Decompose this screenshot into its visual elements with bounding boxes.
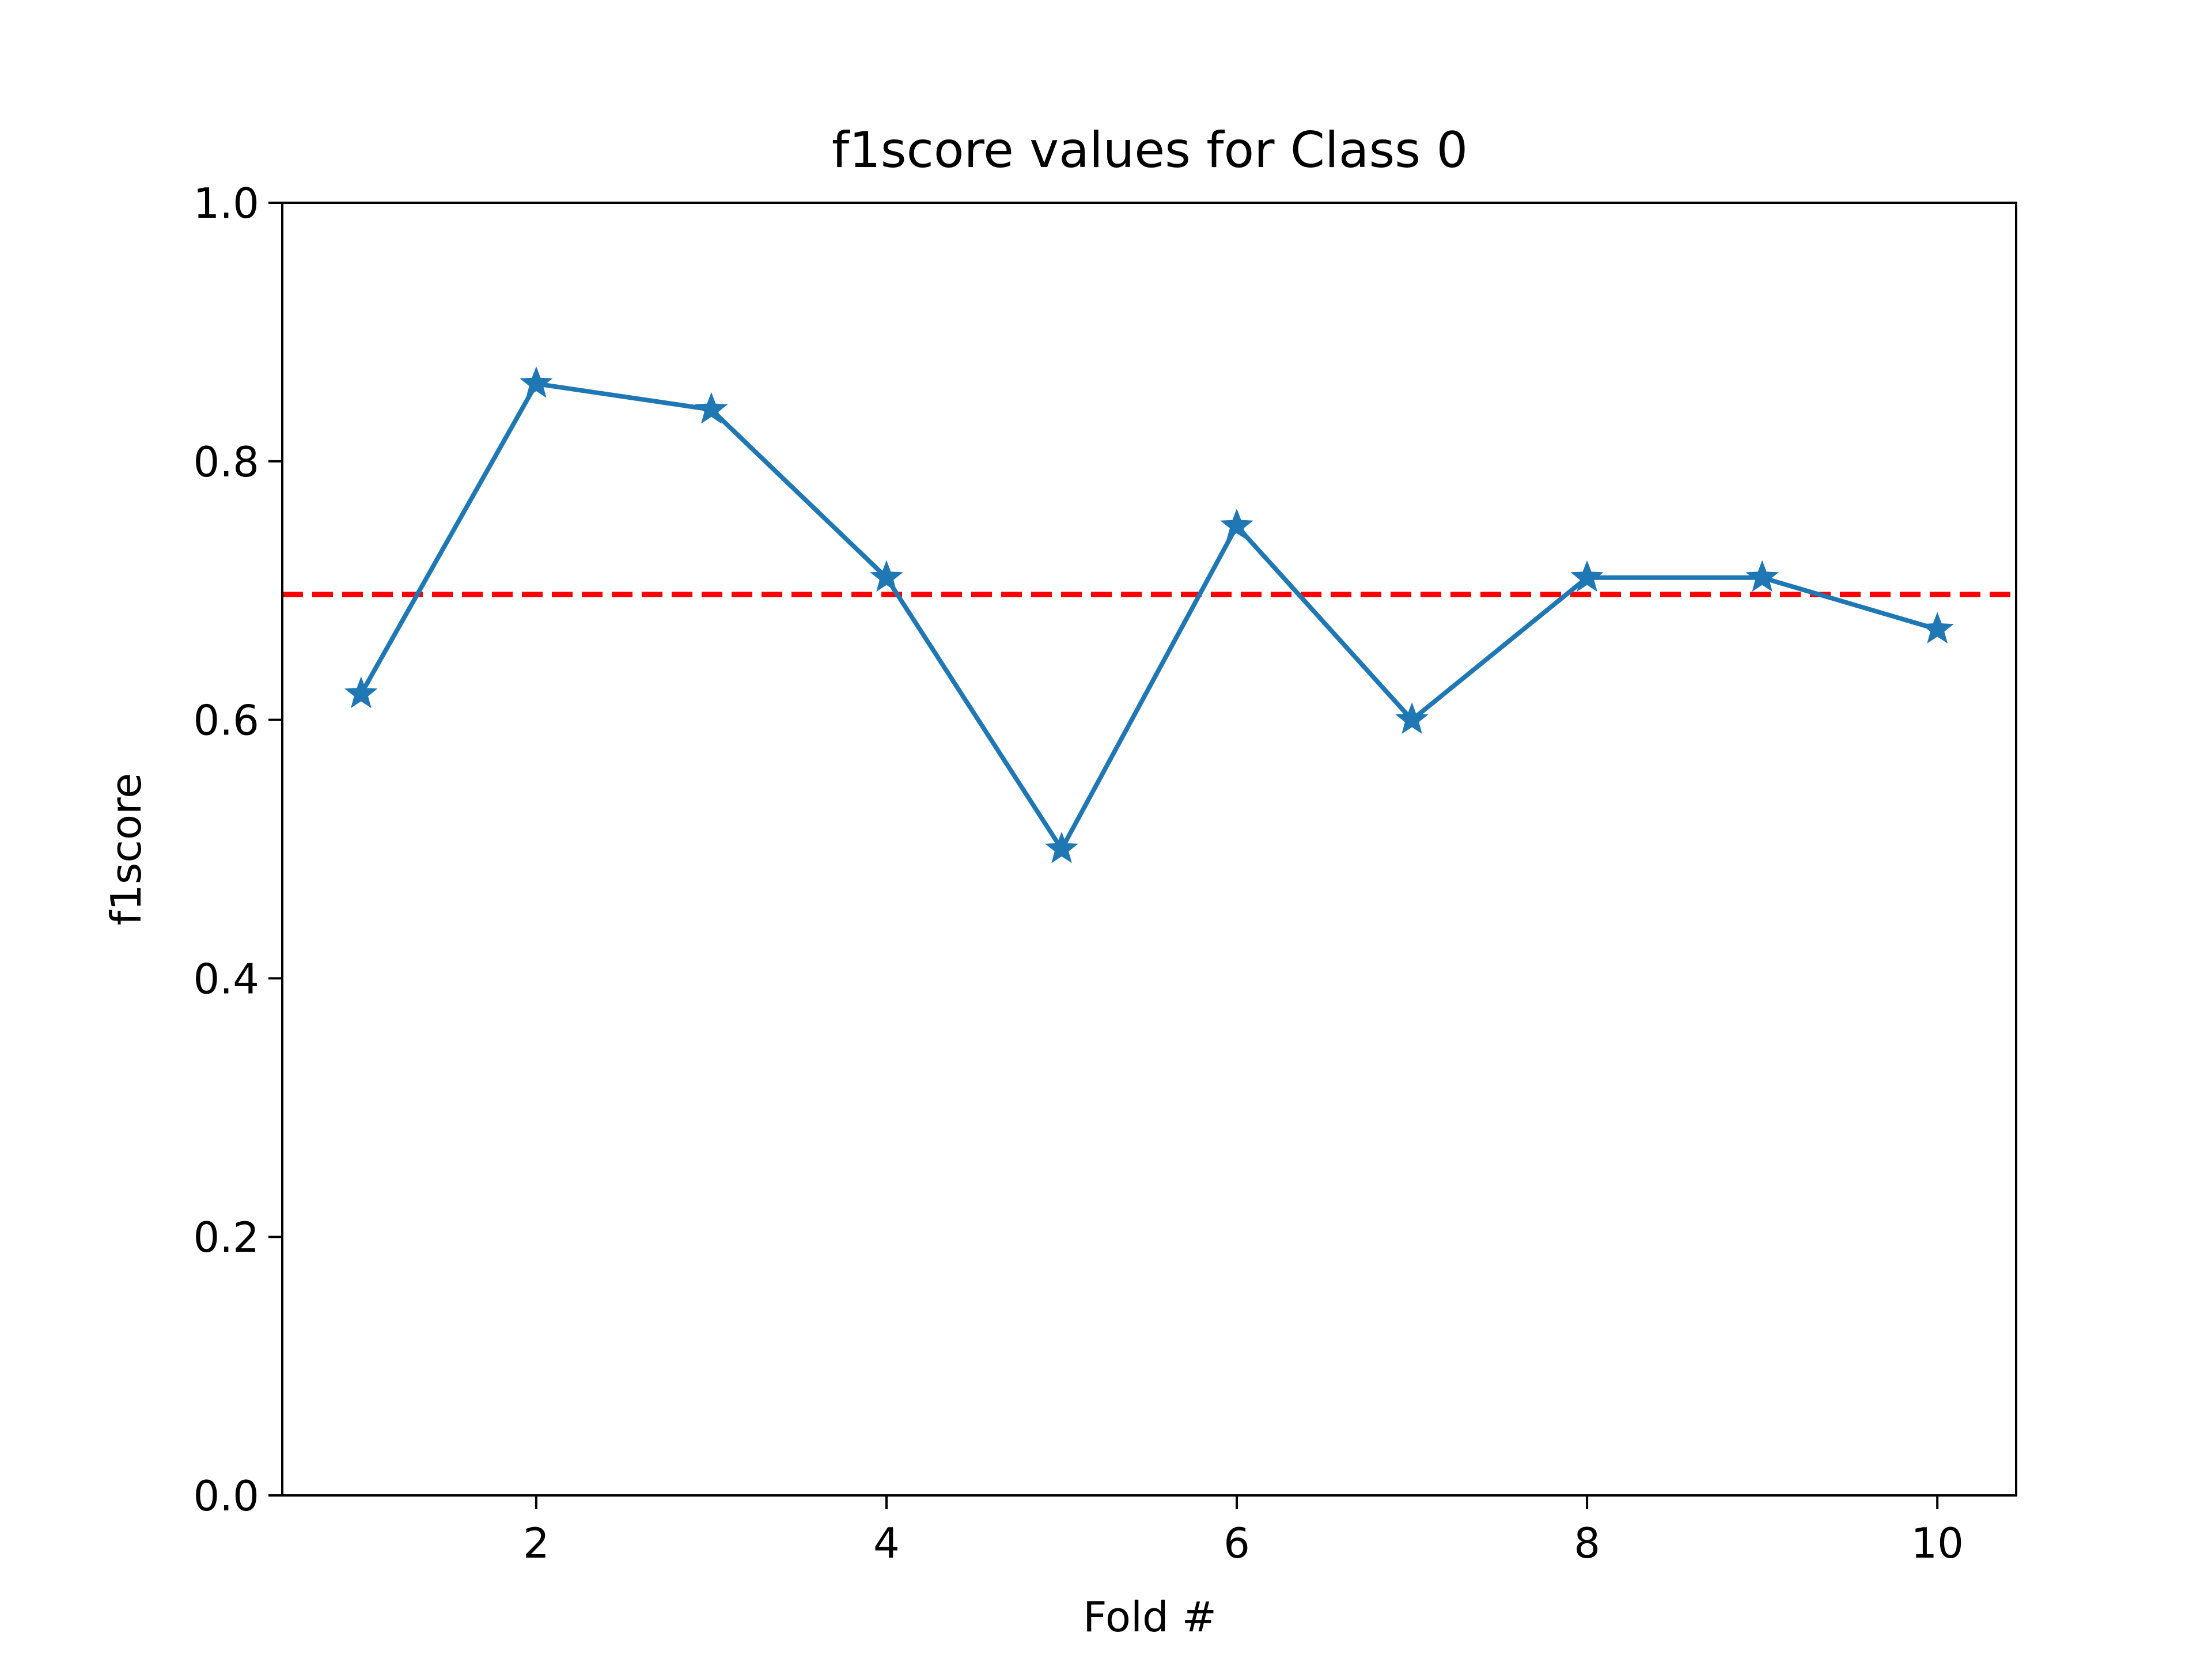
series-marker: [1921, 612, 1954, 644]
x-tick-label: 10: [1911, 1519, 1964, 1567]
chart-title: f1score values for Class 0: [832, 122, 1468, 179]
y-tick-label: 0.6: [193, 696, 259, 745]
series-marker: [1220, 508, 1253, 540]
series-line: [358, 381, 1940, 851]
y-tick-label: 0.0: [193, 1472, 259, 1520]
plot-background: [282, 203, 2016, 1495]
series-marker: [870, 560, 903, 592]
x-tick-label: 4: [873, 1519, 900, 1567]
x-axis-label: Fold #: [1083, 1593, 1217, 1641]
y-tick-label: 0.2: [193, 1213, 259, 1262]
plot-area: 0.0 0.2 0.4 0.6 0.8 1.0 2 4 6 8 10: [193, 179, 2017, 1567]
x-tick-label: 8: [1574, 1519, 1600, 1567]
series-markers: [344, 366, 1954, 863]
x-tick-label: 2: [523, 1519, 550, 1567]
series-marker: [344, 676, 378, 709]
series-marker: [1570, 560, 1604, 592]
series-marker: [1395, 702, 1429, 734]
y-tick-label: 0.8: [193, 438, 259, 486]
y-tick-label: 0.4: [193, 955, 259, 1003]
series-marker: [520, 366, 553, 398]
series-marker: [1745, 560, 1779, 592]
x-tick-label: 6: [1224, 1519, 1250, 1567]
y-axis-label: f1score: [102, 773, 150, 926]
x-axis-ticks: 2 4 6 8 10: [523, 1495, 1964, 1567]
series-marker: [695, 392, 728, 424]
y-axis-ticks: 0.0 0.2 0.4 0.6 0.8 1.0: [193, 179, 282, 1520]
y-tick-label: 1.0: [193, 179, 259, 228]
series-marker: [1045, 831, 1078, 863]
plot-frame: [281, 202, 2017, 1497]
